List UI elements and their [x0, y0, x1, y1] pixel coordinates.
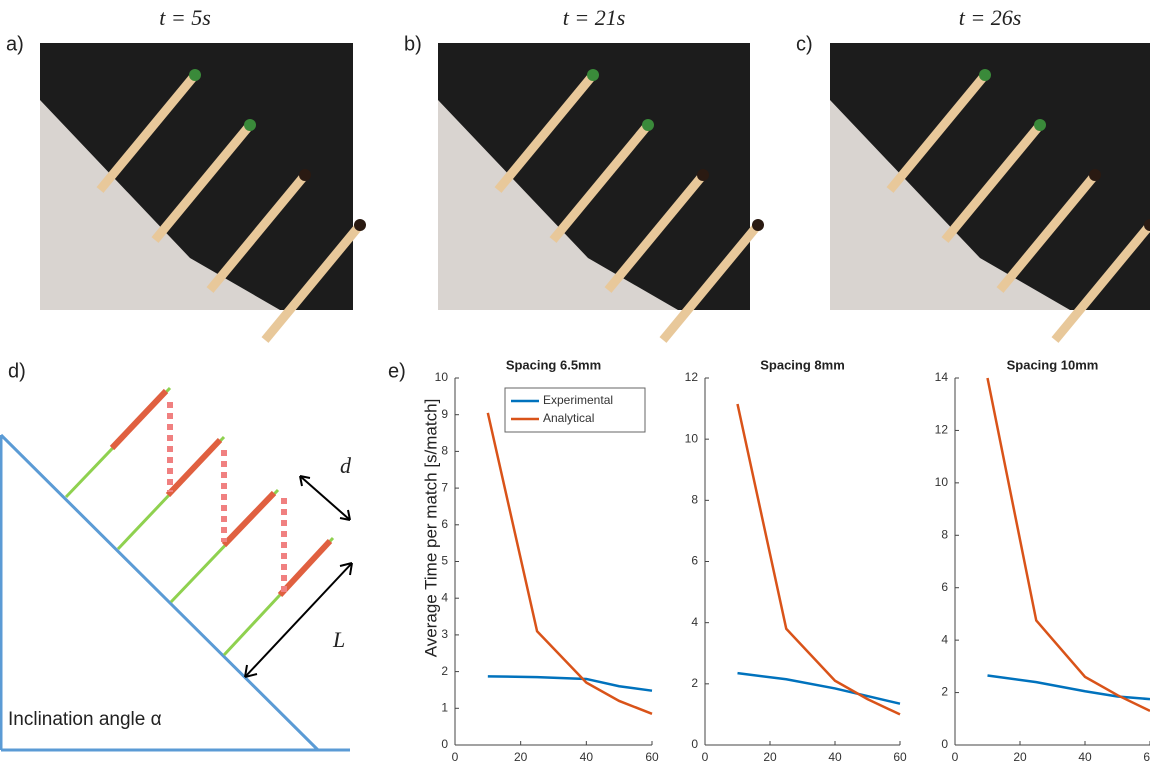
y-axis-label: Average Time per match [s/match] — [421, 399, 440, 658]
panel-label: a) — [6, 33, 24, 55]
x-tick-label: 60 — [1143, 750, 1150, 764]
legend-label: Analytical — [543, 411, 594, 425]
y-tick-label: 10 — [435, 370, 449, 384]
y-tick-label: 4 — [691, 615, 698, 629]
match-head — [752, 219, 764, 231]
y-tick-label: 6 — [441, 517, 448, 531]
match-head — [979, 69, 991, 81]
legend-label: Experimental — [543, 393, 613, 407]
chart: Spacing 6.5mm 0 1 2 3 4 5 6 7 8 9 10 0 20 40 60 Experime… — [435, 357, 659, 764]
match-head — [299, 169, 311, 181]
series-line — [738, 404, 901, 714]
burnt-part — [168, 440, 220, 495]
y-tick-label: 7 — [441, 480, 448, 494]
match-head — [244, 119, 256, 131]
burnt-part — [280, 541, 330, 595]
match-head — [587, 69, 599, 81]
x-tick-label: 20 — [514, 750, 528, 764]
y-tick-label: 14 — [935, 370, 949, 384]
match-head — [354, 219, 366, 231]
panel-title: t = 26s — [959, 5, 1022, 30]
chart: Spacing 10mm 0 2 4 6 8 10 12 14 0 20 40 60 — [935, 357, 1150, 764]
x-tick-label: 0 — [452, 750, 459, 764]
y-tick-label: 10 — [685, 431, 699, 445]
caption: Inclination angle α — [8, 709, 162, 730]
y-tick-label: 2 — [941, 685, 948, 699]
chart-title: Spacing 10mm — [1007, 357, 1099, 372]
incline — [1, 435, 318, 750]
figure: a) t = 5s b) t = 21s c) t = 26s d) — [0, 0, 1150, 765]
x-tick-label: 40 — [1078, 750, 1092, 764]
y-tick-label: 2 — [441, 664, 448, 678]
burnt-part — [224, 493, 274, 545]
y-tick-label: 6 — [691, 554, 698, 568]
burnt-part — [112, 391, 166, 448]
x-tick-label: 0 — [702, 750, 709, 764]
matches — [66, 388, 333, 655]
match-head — [189, 69, 201, 81]
y-tick-label: 4 — [441, 590, 448, 604]
x-tick-label: 60 — [645, 750, 659, 764]
match-head — [642, 119, 654, 131]
y-tick-label: 4 — [941, 632, 948, 646]
series-line — [488, 413, 652, 714]
arrow-d — [300, 476, 350, 520]
y-tick-label: 0 — [941, 737, 948, 751]
series-line — [488, 676, 652, 690]
y-tick-label: 8 — [941, 527, 948, 541]
y-tick-label: 8 — [441, 444, 448, 458]
x-tick-label: 40 — [580, 750, 594, 764]
panel-title: t = 5s — [159, 5, 211, 30]
panel-label: d) — [8, 360, 26, 382]
spacing-label: d — [340, 453, 352, 478]
y-tick-label: 0 — [441, 737, 448, 751]
series-line — [738, 673, 901, 704]
diagram — [1, 388, 352, 750]
chart: Spacing 8mm 0 2 4 6 8 10 12 0 20 40 60 — [685, 357, 907, 764]
y-tick-label: 3 — [441, 627, 448, 641]
y-tick-label: 12 — [685, 370, 699, 384]
match-head — [1034, 119, 1046, 131]
x-tick-label: 20 — [1013, 750, 1027, 764]
arrow-l — [245, 563, 352, 677]
y-tick-label: 1 — [441, 700, 448, 714]
y-tick-label: 6 — [941, 580, 948, 594]
match-head — [1089, 169, 1101, 181]
y-tick-label: 10 — [935, 475, 949, 489]
series-line — [988, 676, 1150, 700]
y-tick-label: 0 — [691, 737, 698, 751]
panel-title: t = 21s — [563, 5, 626, 30]
panel-label: c) — [796, 33, 813, 55]
burnt — [112, 391, 330, 595]
y-tick-label: 8 — [691, 493, 698, 507]
panel-label: e) — [388, 360, 406, 382]
panel-label: b) — [404, 33, 422, 55]
chart-title: Spacing 6.5mm — [506, 357, 601, 372]
x-tick-label: 20 — [763, 750, 777, 764]
y-tick-label: 9 — [441, 407, 448, 421]
chart-title: Spacing 8mm — [760, 357, 845, 372]
y-tick-label: 5 — [441, 554, 448, 568]
photos — [40, 43, 1150, 340]
match-head — [697, 169, 709, 181]
x-tick-label: 60 — [893, 750, 907, 764]
length-label: L — [332, 627, 345, 652]
x-tick-label: 40 — [828, 750, 842, 764]
x-tick-label: 0 — [952, 750, 959, 764]
y-tick-label: 2 — [691, 676, 698, 690]
y-tick-label: 12 — [935, 423, 949, 437]
series-line — [988, 378, 1150, 711]
